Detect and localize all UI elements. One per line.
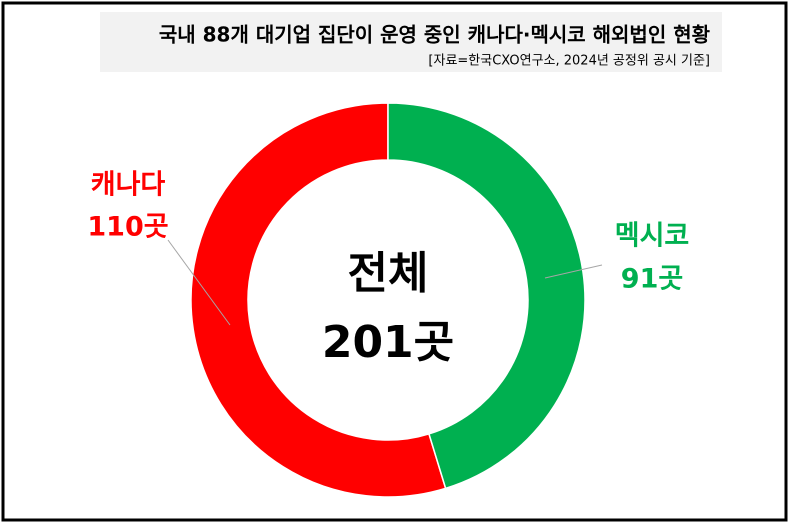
title-band bbox=[100, 12, 722, 72]
value-label: 91곳 bbox=[621, 264, 683, 295]
value-label: 110곳 bbox=[87, 212, 168, 243]
category-label: 캐나다 bbox=[91, 170, 166, 201]
leader-line bbox=[167, 239, 231, 326]
donut-slice bbox=[190, 102, 447, 498]
donut-slice bbox=[387, 102, 586, 490]
chart-subtitle: [자료=한국CXO연구소, 2024년 공정위 공시 기준] bbox=[428, 54, 710, 69]
center-title: 전체 bbox=[348, 248, 429, 299]
leader-line bbox=[544, 264, 603, 279]
center-total: 201곳 bbox=[322, 317, 454, 368]
category-label: 멕시코 bbox=[615, 221, 690, 252]
chart-title: 국내 88개 대기업 집단이 운영 중인 캐나다·멕시코 해외법인 현황 bbox=[159, 23, 711, 47]
